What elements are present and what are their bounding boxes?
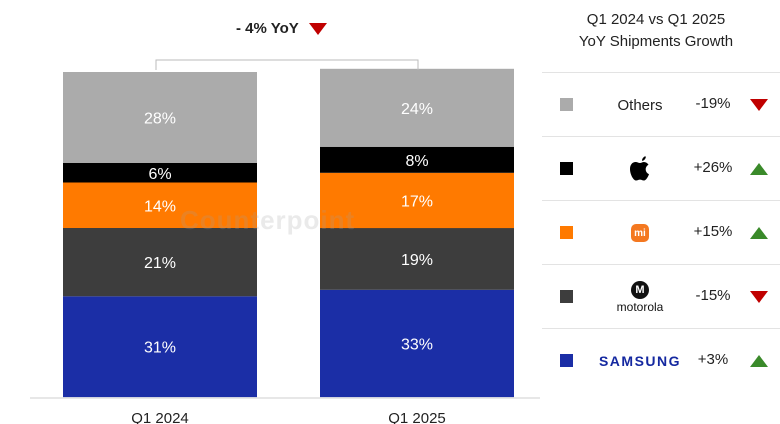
growth-value: +15% — [693, 223, 733, 240]
panel-title: Q1 2024 vs Q1 2025 YoY Shipments Growth — [548, 9, 764, 53]
data-label: 19% — [401, 252, 433, 269]
growth-value: +3% — [697, 351, 729, 368]
growth-value: -15% — [695, 287, 731, 304]
bar-segment-others-1 — [63, 72, 257, 163]
up-arrow-icon — [750, 163, 768, 175]
data-label: 24% — [401, 101, 433, 118]
bar-segment-apple-1 — [63, 163, 257, 183]
down-arrow-icon — [750, 291, 768, 303]
stacked-bar-chart: 31% 21% 14% 6% 28% 33% 19% 17% 8% 24% Q1 2024 Q1 2… — [30, 59, 540, 424]
legend-swatch — [560, 162, 573, 175]
up-arrow-icon — [750, 227, 768, 239]
data-label: 33% — [401, 336, 433, 353]
legend-row-samsung: SAMSUNG +3% — [542, 328, 780, 393]
bar-segment-samsung-2 — [320, 289, 514, 398]
bar-segment-motorola-1 — [63, 228, 257, 297]
yoy-label: - 4% YoY — [236, 20, 299, 37]
bar-segment-xiaomi-1 — [63, 182, 257, 228]
legend-swatch — [560, 226, 573, 239]
watermark: Counterpoint — [180, 205, 356, 235]
growth-value: -19% — [695, 95, 731, 112]
legend-swatch — [560, 290, 573, 303]
bar-segment-samsung-1 — [63, 296, 257, 398]
down-arrow-icon — [308, 23, 327, 36]
data-label: 31% — [144, 340, 176, 357]
legend-swatch — [560, 354, 573, 367]
growth-value: +26% — [693, 159, 733, 176]
yoy-annotation: - 4% YoY — [236, 20, 327, 37]
legend-row-others: Others -19% — [542, 72, 780, 137]
legend-row-motorola: M motorola -15% — [542, 264, 780, 329]
panel-title-line1: Q1 2024 vs Q1 2025 — [586, 11, 726, 28]
motorola-wordmark: motorola — [616, 299, 664, 314]
apple-icon — [630, 156, 649, 181]
legend-row-apple: +26% — [542, 136, 780, 201]
bar-segment-motorola-2 — [320, 228, 514, 290]
data-label: 6% — [148, 166, 171, 183]
data-label: 8% — [405, 153, 428, 170]
xiaomi-logo: mi — [590, 201, 690, 265]
xiaomi-icon: mi — [631, 224, 649, 242]
up-arrow-icon — [750, 355, 768, 367]
panel-title-line2: YoY Shipments Growth — [578, 33, 734, 50]
motorola-logo: M motorola — [590, 265, 690, 329]
x-tick-label: Q1 2024 — [131, 410, 189, 424]
down-arrow-icon — [750, 99, 768, 111]
samsung-wordmark: SAMSUNG — [598, 353, 682, 369]
data-label: 28% — [144, 111, 176, 128]
apple-logo — [590, 137, 690, 201]
yoy-bracket — [155, 59, 419, 70]
data-label: 17% — [401, 193, 433, 210]
data-label: 21% — [144, 255, 176, 272]
bar-segment-xiaomi-2 — [320, 172, 514, 229]
legend-swatch — [560, 98, 573, 111]
samsung-logo: SAMSUNG — [590, 329, 690, 393]
brand-label-others: Others — [617, 96, 663, 114]
x-tick-label: Q1 2025 — [388, 410, 446, 424]
motorola-icon: M — [631, 280, 649, 299]
bar-segment-others-2 — [320, 68, 514, 147]
bar-segment-apple-2 — [320, 146, 514, 173]
legend-row-xiaomi: mi +15% — [542, 200, 780, 265]
data-label: 14% — [144, 198, 176, 215]
